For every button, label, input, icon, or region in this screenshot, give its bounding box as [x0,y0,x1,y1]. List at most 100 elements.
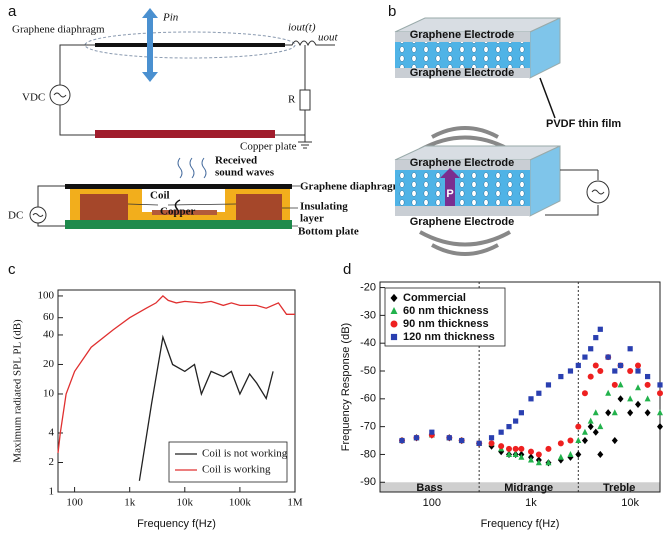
label: Graphene Electrode [410,29,515,41]
point [627,346,633,352]
point [488,435,495,441]
label: Copper plate [240,141,297,153]
point [611,409,618,416]
point [567,368,574,374]
legend-label: 120 nm thickness [403,331,495,343]
legend-label: 90 nm thickness [403,318,489,330]
point [593,335,599,341]
resistor [299,89,311,111]
legend-marker [390,333,398,341]
legend-marker [390,307,398,314]
point [635,362,642,369]
y-tick-label: 20 [43,358,55,370]
label: sound waves [215,167,275,179]
legend [168,441,288,483]
point [592,428,599,436]
point [644,381,651,388]
legend-marker [390,293,398,303]
point [605,354,611,360]
diagram-a-section: Received sound waves Graphene diaphragm … [8,155,402,238]
label: Received [215,155,257,167]
y-tick-label: 100 [38,289,55,301]
point [528,396,534,402]
point [575,362,581,369]
point [617,381,624,388]
legend-label: Coil is not working [202,448,288,460]
x-axis-label: Frequency f(Hz) [481,518,560,530]
band-strip [380,482,660,492]
point [567,437,574,444]
point [581,436,588,445]
label: Graphene Electrode [410,216,515,228]
electrode [395,206,530,216]
point [587,373,594,380]
y-tick-label: 40 [43,328,55,340]
legend-label: 60 nm thickness [403,305,489,317]
label: R [288,94,296,106]
legend-label: Commercial [403,292,466,304]
wire [59,44,306,136]
point [645,373,651,380]
x-tick-label: 1k [124,497,136,509]
legend-label: Coil is working [202,464,271,476]
point [575,423,582,430]
point [513,418,519,424]
y-tick-label: 1 [49,486,55,498]
point [635,368,641,374]
point [588,346,594,352]
point [575,437,582,444]
point [635,400,642,408]
band-label: Treble [603,482,635,494]
y-tick-label: -70 [360,421,376,433]
point [557,440,564,447]
label: layer [300,213,324,225]
point [545,382,552,388]
point [597,368,604,375]
coil [80,194,128,220]
point [605,389,612,396]
point [582,354,588,360]
point [527,456,534,463]
label: DC [8,210,23,222]
point [545,445,552,452]
panel-label: d [343,261,351,278]
point [506,424,512,430]
label: iout(t) [288,22,316,34]
point [535,459,542,466]
diagram-b: Graphene Electrode Graphene Electrode PV… [394,17,621,256]
point [617,395,624,403]
panel-label: c [8,261,16,278]
sound-arc [419,230,511,256]
point [413,435,420,441]
label: VDC [22,92,45,104]
label: uout [318,32,339,44]
point [459,437,465,444]
point [597,326,603,332]
point [612,368,618,374]
point [644,409,651,417]
copper-plate [95,130,275,138]
y-tick-label: -90 [360,476,376,488]
y-tick-label: -80 [360,448,376,460]
point [512,450,519,457]
x-tick-label: 1M [287,497,303,509]
pointer [539,77,556,119]
point [581,428,588,435]
point [498,443,505,450]
x-tick-label: 1k [525,497,537,509]
label: Graphene diaphragm [12,24,105,36]
point [627,368,634,375]
point [611,381,618,388]
y-tick-label: -60 [360,393,376,405]
point [567,450,574,457]
line [57,295,295,454]
point [518,410,524,416]
point [535,451,542,458]
point [476,440,482,446]
point [557,453,564,460]
plot-frame [57,289,296,493]
ground [298,135,312,149]
point [446,435,452,441]
line [138,334,274,481]
point [587,417,594,424]
